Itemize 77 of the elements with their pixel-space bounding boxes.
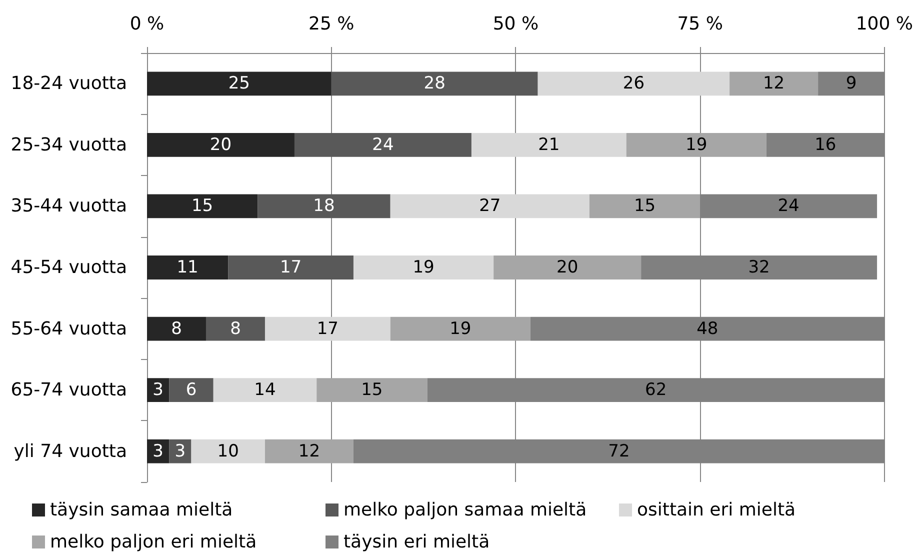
data-label: 27 (479, 196, 501, 216)
bar (147, 194, 258, 218)
data-label: 11 (176, 258, 198, 278)
legend-label: täysin eri mieltä (344, 532, 490, 552)
legend-label: täysin samaa mieltä (50, 500, 233, 520)
y-tick-label: 65-74 vuotta (10, 380, 127, 401)
bar (331, 72, 538, 96)
bar (494, 256, 642, 280)
x-tick-label: 25 % (308, 14, 354, 34)
x-tick-label: 100 % (856, 14, 914, 34)
bar (147, 132, 294, 157)
data-label: 20 (556, 258, 578, 278)
bar (316, 378, 428, 402)
data-label: 19 (450, 318, 472, 339)
y-tick-label: 35-44 vuotta (10, 196, 127, 217)
bar (147, 256, 228, 280)
bar (538, 72, 730, 96)
bar (264, 439, 354, 464)
data-label: 15 (191, 196, 214, 216)
bar (390, 316, 530, 341)
bar (390, 194, 590, 218)
data-label: 32 (748, 258, 770, 278)
data-label: 62 (644, 380, 667, 400)
data-label: 20 (210, 134, 232, 155)
data-label: 18 (313, 196, 335, 216)
data-label: 14 (254, 380, 276, 400)
bar (228, 256, 354, 280)
bar (589, 194, 700, 218)
legend-label: melko paljon samaa mieltä (344, 500, 587, 520)
bar (206, 316, 265, 341)
y-tick-label: 45-54 vuotta (10, 257, 127, 278)
x-tick-label: 75 % (677, 14, 723, 34)
data-label: 19 (412, 258, 434, 278)
data-label: 6 (186, 380, 197, 400)
data-label: 21 (538, 134, 560, 155)
y-tick-label: 18-24 vuotta (10, 73, 127, 94)
bar (264, 316, 390, 341)
data-label: 15 (634, 196, 656, 216)
data-label: 25 (228, 74, 250, 94)
bar (147, 72, 332, 96)
legend-label: osittain eri mieltä (637, 500, 796, 520)
y-tick-label: yli 74 vuotta (14, 440, 127, 462)
data-label: 15 (361, 380, 383, 400)
data-label: 17 (280, 258, 302, 278)
data-label: 10 (217, 441, 239, 462)
data-label: 17 (316, 318, 338, 339)
data-label: 28 (424, 74, 446, 94)
bar (471, 132, 626, 157)
data-label: 26 (622, 74, 645, 94)
data-label: 8 (171, 318, 182, 339)
data-label: 12 (762, 74, 785, 94)
data-label: 48 (696, 318, 718, 339)
bar (294, 132, 472, 157)
data-label: 72 (608, 441, 630, 462)
bar (147, 316, 206, 341)
y-tick-label: 55-64 vuotta (10, 318, 127, 340)
data-label: 24 (372, 134, 394, 155)
legend-label: melko paljon eri mieltä (50, 532, 257, 552)
data-label: 24 (778, 196, 800, 216)
data-label: 3 (174, 441, 186, 462)
x-tick-label: 0 % (130, 14, 164, 34)
bar (191, 439, 265, 464)
x-tick-label: 50 % (492, 14, 539, 34)
data-label: 8 (230, 318, 241, 339)
bar (169, 378, 214, 402)
data-label: 19 (686, 134, 708, 155)
bar (626, 132, 766, 157)
data-label: 3 (152, 441, 164, 462)
data-label: 16 (814, 134, 836, 155)
bar (353, 256, 494, 280)
y-tick-label: 25-34 vuotta (10, 134, 127, 156)
bar (213, 378, 317, 402)
data-label: 9 (846, 74, 857, 94)
data-label: 12 (298, 441, 320, 462)
bar (730, 72, 818, 96)
bar (258, 194, 390, 218)
data-label: 3 (152, 380, 164, 400)
